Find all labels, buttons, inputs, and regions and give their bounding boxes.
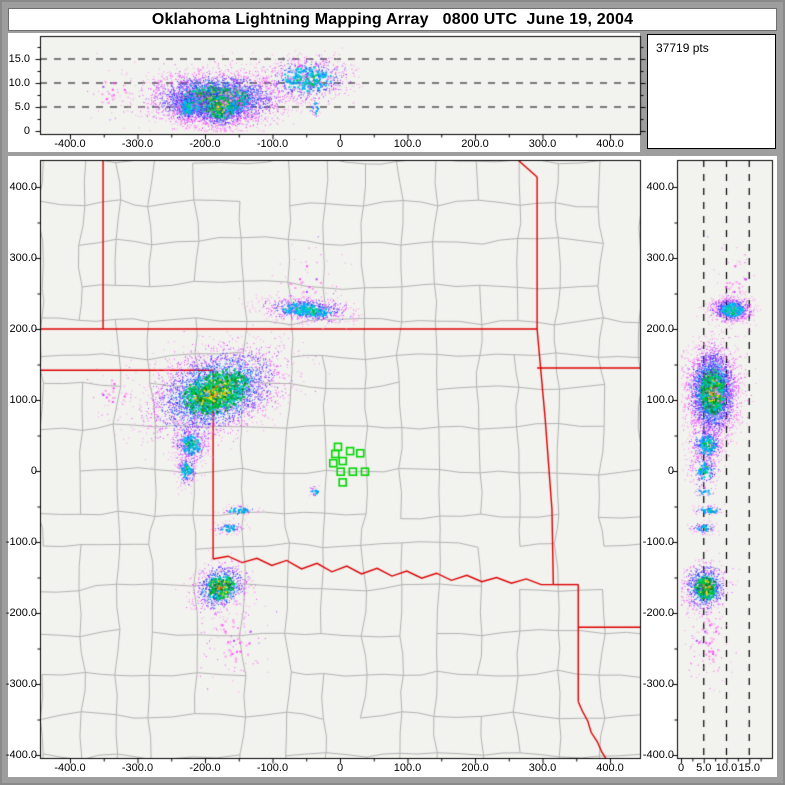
tick-label: 10.0 [715,762,738,774]
tick-label: 300.0 [528,138,557,150]
tick-label: 100.0 [393,762,422,774]
tick-label: -100.0 [256,138,289,150]
tick-label: 200.0 [646,323,674,335]
tick-label: 300.0 [528,762,557,774]
tick-label: -300.0 [121,762,154,774]
tick-label: 5.0 [696,762,712,774]
tick-label: 0 [677,762,685,774]
tick-label: -400.0 [54,762,86,774]
tick-label: -100.0 [256,762,289,774]
tick-label: 0 [30,465,37,477]
tick-label: -400.0 [5,749,37,761]
tick-label: 200.0 [9,323,37,335]
tick-label: 400.0 [9,181,37,193]
tick-label: 100.0 [9,394,37,406]
tick-label: 100.0 [646,394,674,406]
tick-label: 0 [23,125,30,137]
tick-label: -200.0 [642,607,674,619]
tick-label: -100.0 [642,536,674,548]
tick-label: 100.0 [393,138,422,150]
tick-label: 200.0 [461,762,489,774]
tick-label: 15.0 [738,762,760,774]
tick-label: -200.0 [189,138,221,150]
tick-label: 0 [667,465,674,477]
tick-label: -100.0 [5,536,37,548]
tick-label: 10.0 [8,77,30,89]
tick-label: -300.0 [642,678,674,690]
tick-label: 400.0 [596,762,624,774]
tick-label: -400.0 [54,138,86,150]
tick-label: -200.0 [5,607,37,619]
tick-label: 200.0 [461,138,489,150]
tick-label: 15.0 [8,53,30,65]
tick-label: 0 [336,762,344,774]
tick-label: 300.0 [9,252,37,264]
tick-label: -300.0 [121,138,154,150]
tick-label: -300.0 [5,678,37,690]
tick-label: 400.0 [646,181,674,193]
tick-label: 5.0 [14,101,30,113]
tick-label: -200.0 [189,762,221,774]
tick-label: 0 [336,138,344,150]
tick-label: -400.0 [642,749,674,761]
tick-label: 300.0 [646,252,674,264]
tick-label: 400.0 [596,138,624,150]
